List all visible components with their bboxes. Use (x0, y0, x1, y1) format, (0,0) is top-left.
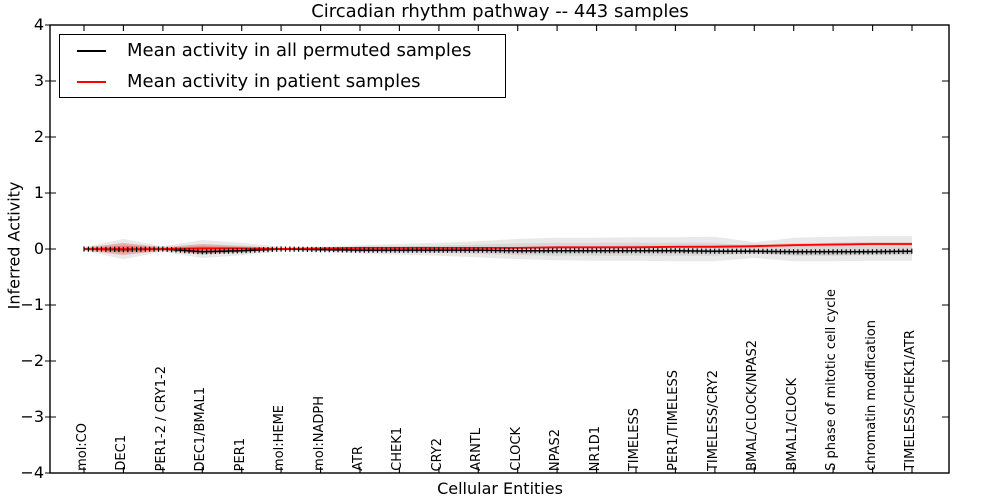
x-tick-label: chromatin modification (863, 320, 879, 471)
plot-border (49, 24, 950, 474)
permuted-mean-line (83, 248, 913, 253)
legend-label-patient: Mean activity in patient samples (127, 71, 421, 92)
x-tick-label: ARNTL (469, 428, 485, 471)
x-tick-label: TIMELESS (627, 407, 642, 471)
legend-item-permuted: Mean activity in all permuted samples (60, 40, 505, 61)
x-tick-label: DEC1 (114, 435, 130, 471)
x-tick-label: ATR (351, 446, 366, 471)
legend-item-patient: Mean activity in patient samples (60, 71, 505, 92)
y-tick-label: −2 (20, 351, 44, 370)
y-tick-label: 0 (33, 239, 44, 258)
permuted-line-swatch (77, 49, 106, 52)
y-tick-label: 4 (33, 15, 44, 34)
x-tick-label: PER1-2 / CRY1-2 (153, 365, 169, 471)
x-tick-label: CRY2 (429, 437, 445, 472)
x-tick-label: TIMELESS/CHEK1/ATR (903, 330, 918, 471)
x-tick-label: mol:HEME (272, 404, 288, 471)
x-tick-label: CHEK1 (390, 427, 406, 471)
permuted-line-markers (83, 246, 913, 255)
y-tick-label: −1 (20, 295, 44, 314)
patient-line-swatch (77, 80, 106, 83)
x-tick-label: BMAL/CLOCK/NPAS2 (745, 340, 761, 471)
x-tick-label: PER1 (232, 437, 248, 471)
y-tick-label: 1 (33, 183, 44, 202)
x-tick-label: mol:CO (75, 423, 90, 471)
x-tick-label: NPAS2 (548, 428, 564, 471)
legend-label-permuted: Mean activity in all permuted samples (127, 40, 472, 61)
y-tick-label: −3 (20, 407, 44, 426)
y-tick-label: 3 (33, 71, 44, 90)
x-tick-label: S phase of mitotic cell cycle (824, 289, 840, 471)
legend: Mean activity in all permuted samples Me… (59, 34, 506, 98)
x-tick-label: BMAL1/CLOCK (784, 378, 800, 471)
chart-title: Circadian rhythm pathway -- 443 samples (311, 1, 689, 22)
band-permuted-envelope-core (84, 248, 912, 255)
x-tick-label: TIMELESS/CRY2 (705, 369, 721, 471)
x-axis-label: Cellular Entities (437, 479, 563, 498)
x-tick-label: mol:NADPH (311, 396, 327, 471)
x-tick-label: CLOCK (508, 427, 524, 471)
patient-mean-line (84, 243, 912, 250)
y-tick-label: −4 (20, 463, 44, 482)
y-tick-label: 2 (33, 127, 44, 146)
x-tick-label: PER1/TIMELESS (666, 370, 682, 471)
x-tick-label: NR1D1 (587, 425, 603, 471)
x-tick-label: DEC1/BMAL1 (193, 386, 209, 472)
